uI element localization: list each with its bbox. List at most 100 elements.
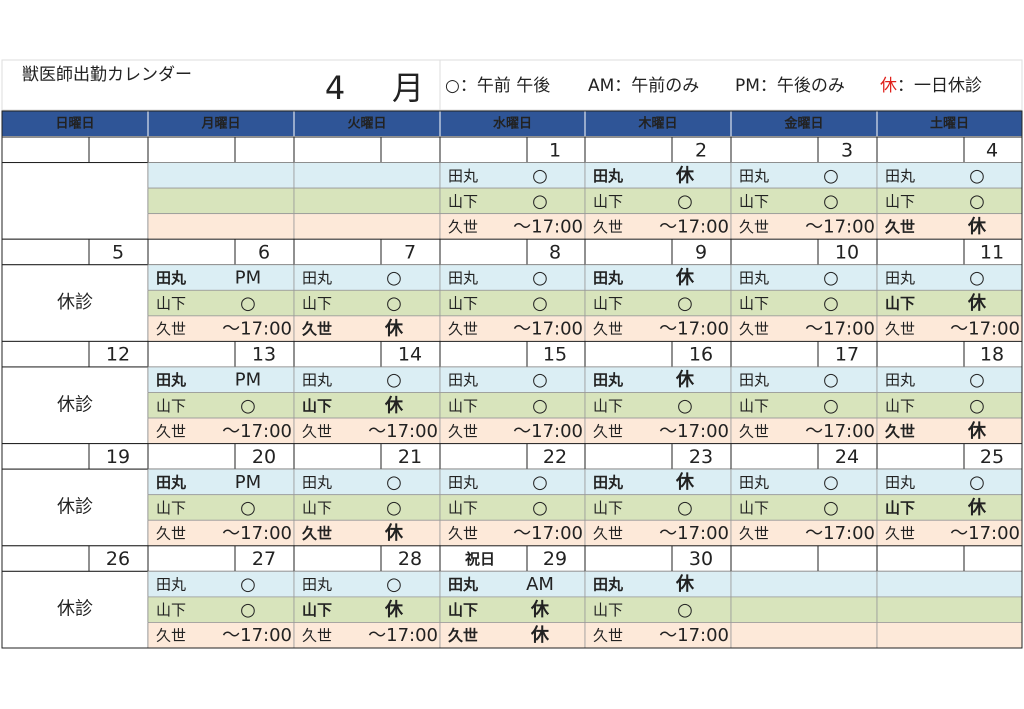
staff-name: 久世	[448, 320, 478, 338]
staff-status: ～17:00	[222, 625, 292, 646]
staff-name: 久世	[302, 422, 332, 440]
staff-name: 山下	[156, 295, 186, 313]
date: 28	[398, 548, 422, 570]
staff-row	[730, 366, 878, 393]
date: 6	[258, 241, 270, 263]
staff-status: ○	[532, 395, 548, 416]
staff-status: ○	[532, 497, 548, 518]
staff-status: ～17:00	[805, 523, 875, 544]
staff-row	[147, 392, 295, 419]
staff-name: 田丸	[885, 473, 915, 491]
staff-status: ～17:00	[368, 421, 438, 442]
date: 14	[398, 344, 422, 366]
staff-status: ○	[823, 191, 839, 212]
staff-row	[730, 519, 878, 547]
staff-row	[293, 264, 441, 291]
date-cell	[876, 136, 1023, 164]
staff-name: 田丸	[739, 473, 769, 491]
staff-name: 山下	[593, 295, 623, 313]
staff-status: ～17:00	[659, 625, 729, 646]
date-cell	[730, 340, 878, 368]
staff-row	[293, 494, 441, 521]
staff-name: 久世	[593, 422, 623, 440]
staff-name: 山下	[448, 601, 478, 619]
date-cell	[584, 238, 732, 266]
title: 獣医師出勤カレンダー	[22, 65, 192, 85]
staff-status: 休	[384, 318, 404, 340]
staff-row	[730, 622, 878, 649]
weekday: 金曜日	[783, 116, 823, 132]
date-cell	[439, 443, 586, 470]
staff-row	[293, 570, 441, 598]
date: 7	[404, 241, 416, 263]
staff-name: 山下	[739, 499, 769, 517]
table-border	[1, 110, 1023, 649]
staff-name: 久世	[593, 218, 623, 236]
date-cell	[730, 238, 878, 266]
staff-name: 山下	[593, 499, 623, 517]
date: 12	[106, 344, 130, 366]
staff-name: 田丸	[156, 371, 187, 389]
closed: 休診	[57, 394, 93, 415]
staff-status: ～17:00	[805, 319, 875, 340]
closed-cell	[1, 162, 149, 240]
staff-name: 久世	[885, 525, 915, 543]
staff-status: ○	[969, 395, 985, 416]
staff-row	[584, 596, 732, 623]
staff-row	[584, 519, 732, 547]
date: 15	[543, 344, 567, 366]
legend-mark: AM	[588, 76, 614, 96]
staff-status: ○	[823, 370, 839, 391]
staff-name: 山下	[156, 397, 186, 415]
date-cell	[147, 545, 295, 572]
legend-text: ：午後のみ	[760, 76, 845, 96]
closed: 休診	[57, 599, 93, 620]
staff-name: 久世	[156, 422, 186, 440]
staff-name: 山下	[448, 295, 478, 313]
staff-row	[147, 417, 295, 444]
staff-row	[730, 494, 878, 521]
staff-status: ～17:00	[368, 625, 438, 646]
legend-text: ：一日休診	[897, 76, 982, 96]
staff-name: 久世	[302, 627, 332, 645]
staff-row	[439, 417, 586, 444]
date-cell	[876, 443, 1023, 470]
staff-status: ○	[677, 191, 693, 212]
staff-name: 久世	[739, 525, 769, 543]
staff-status: 休	[967, 292, 987, 314]
staff-name: 久世	[885, 218, 915, 236]
staff-status: ○	[677, 600, 693, 621]
staff-name: 山下	[302, 295, 332, 313]
staff-row	[876, 519, 1023, 547]
legend-mark: 休	[880, 76, 897, 96]
staff-status: ○	[969, 268, 985, 289]
staff-row	[147, 622, 295, 649]
staff-row	[876, 392, 1023, 419]
closed: 休診	[57, 496, 93, 517]
staff-row	[147, 494, 295, 521]
staff-row	[584, 417, 732, 444]
staff-row	[876, 289, 1023, 317]
staff-row	[730, 570, 878, 598]
staff-status: ～17:00	[222, 523, 292, 544]
staff-status: ○	[532, 165, 548, 186]
staff-name: 田丸	[448, 473, 478, 491]
staff-name: 山下	[885, 499, 915, 517]
legend-text: ：午前 午後	[460, 76, 550, 96]
staff-row	[293, 162, 441, 189]
staff-name: 久世	[739, 218, 769, 236]
staff-row	[439, 289, 586, 317]
date: 10	[835, 241, 859, 263]
staff-row	[293, 622, 441, 649]
staff-row	[584, 366, 732, 393]
staff-status: ○	[969, 370, 985, 391]
staff-row	[147, 213, 295, 240]
date-cell	[1, 443, 149, 470]
date: 22	[543, 446, 567, 468]
staff-status: ○	[240, 600, 256, 621]
legend-mark: ○	[445, 76, 460, 96]
date-cell	[147, 136, 295, 164]
staff-name: 田丸	[302, 576, 332, 594]
staff-name: 山下	[448, 192, 478, 210]
staff-name: 田丸	[739, 371, 769, 389]
